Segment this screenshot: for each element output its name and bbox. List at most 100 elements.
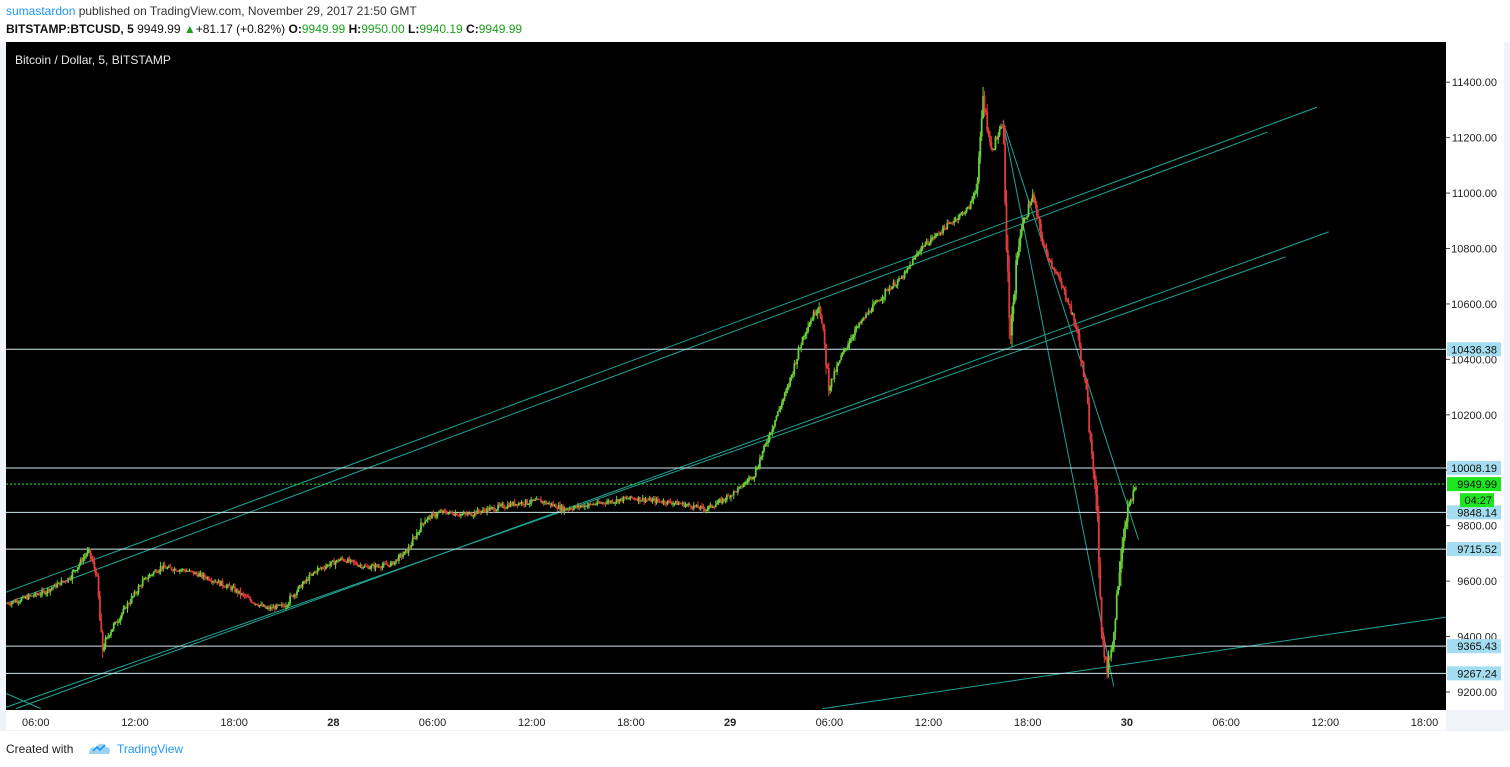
candle-body: [1059, 276, 1062, 282]
candle-body: [472, 515, 475, 517]
candle-body: [88, 549, 90, 551]
candle-body: [483, 509, 486, 511]
candle-body: [81, 559, 83, 562]
candle-body: [497, 504, 500, 510]
candle-body: [458, 515, 461, 517]
candle-body: [696, 504, 699, 508]
tradingview-logo-icon[interactable]: [88, 740, 112, 756]
candle-body: [662, 500, 665, 503]
candle-body: [278, 604, 280, 606]
candle-body: [1023, 218, 1026, 223]
candle-body: [1093, 470, 1096, 480]
candle-body: [57, 582, 60, 584]
candle-body: [290, 595, 293, 597]
candle-body: [511, 502, 513, 506]
candle-body: [957, 218, 960, 220]
candle-body: [392, 561, 395, 565]
candle-body: [1013, 293, 1016, 303]
candle-body: [96, 575, 99, 577]
candle-body: [950, 222, 953, 224]
candle-body: [604, 503, 607, 505]
level-price-label: 9715.52: [1457, 544, 1497, 556]
candle-body: [272, 606, 275, 609]
candle-body: [567, 509, 570, 511]
candle-body: [1106, 658, 1108, 673]
x-tick-label: 06:00: [816, 717, 844, 729]
candle-body: [782, 398, 785, 403]
candle-body: [347, 558, 349, 563]
candle-body: [673, 502, 676, 504]
candle-body: [535, 498, 538, 500]
candle-body: [53, 584, 56, 588]
candle-body: [622, 496, 625, 502]
candle-body: [783, 393, 786, 399]
candle-body: [683, 502, 686, 507]
price-chart[interactable]: Bitcoin / Dollar, 5, BITSTAMP 9200.00940…: [0, 42, 1510, 731]
candle-body: [464, 512, 466, 514]
author-link[interactable]: sumastardon: [6, 4, 76, 18]
candle-body: [178, 569, 181, 572]
candle-body: [461, 513, 464, 515]
candle-body: [933, 236, 936, 239]
plot-area[interactable]: [6, 42, 1446, 710]
candle-body: [600, 502, 603, 504]
candle-body: [433, 513, 436, 517]
candle-body: [519, 502, 522, 504]
candle-body: [68, 577, 71, 579]
candle-body: [302, 581, 305, 584]
candle-body: [493, 507, 495, 511]
level-price-label-bg: [1447, 460, 1501, 475]
candle-body: [1006, 249, 1009, 272]
candle-body: [443, 510, 446, 512]
candle-body: [206, 577, 209, 579]
tradingview-brand-link[interactable]: TradingView: [117, 742, 184, 756]
candle-body: [174, 568, 177, 571]
candle-body: [1049, 260, 1052, 262]
candle-body: [338, 559, 341, 562]
candle-body: [189, 570, 192, 572]
candle-body: [956, 218, 958, 220]
candle-body: [564, 507, 567, 510]
candle-body: [115, 621, 118, 623]
countdown-label: 04:27: [1464, 495, 1492, 507]
candle-body: [340, 557, 342, 560]
candle-body: [1108, 657, 1111, 659]
chart-title: Bitcoin / Dollar, 5, BITSTAMP: [15, 53, 171, 67]
candle-body: [1052, 266, 1055, 269]
candle-body: [185, 570, 188, 572]
price-axis[interactable]: [1446, 42, 1504, 710]
candle-body: [318, 568, 320, 570]
candle-body: [750, 476, 753, 479]
candle-body: [742, 485, 745, 487]
candle-body: [239, 590, 242, 595]
candle-body: [342, 559, 345, 561]
candle-body: [979, 136, 982, 158]
candle-body: [316, 568, 319, 573]
candle-body: [198, 573, 201, 577]
candle-body: [878, 300, 881, 302]
time-axis[interactable]: [6, 710, 1446, 730]
candle-body: [989, 135, 991, 142]
candle-body: [951, 222, 954, 224]
y-tick-label: 10600.00: [1451, 299, 1497, 311]
candle-body: [735, 491, 738, 493]
candle-body: [60, 580, 63, 586]
candle-body: [471, 515, 473, 517]
candle-body: [837, 363, 840, 366]
candle-body: [614, 502, 617, 504]
candle-body: [407, 547, 410, 553]
candle-body: [1020, 229, 1023, 236]
candle-body: [265, 607, 268, 609]
candle-body: [1073, 313, 1075, 321]
candle-body: [331, 560, 334, 562]
candle-body: [531, 499, 534, 501]
candle-body: [377, 566, 380, 568]
candle-body: [1077, 329, 1080, 334]
x-tick-label: 18:00: [1014, 717, 1042, 729]
candle-body: [859, 322, 862, 324]
candle-body: [617, 499, 619, 503]
candle-body: [829, 387, 832, 391]
x-tick-label: 28: [327, 717, 339, 729]
candle-body: [830, 378, 833, 388]
candle-body: [267, 607, 269, 609]
